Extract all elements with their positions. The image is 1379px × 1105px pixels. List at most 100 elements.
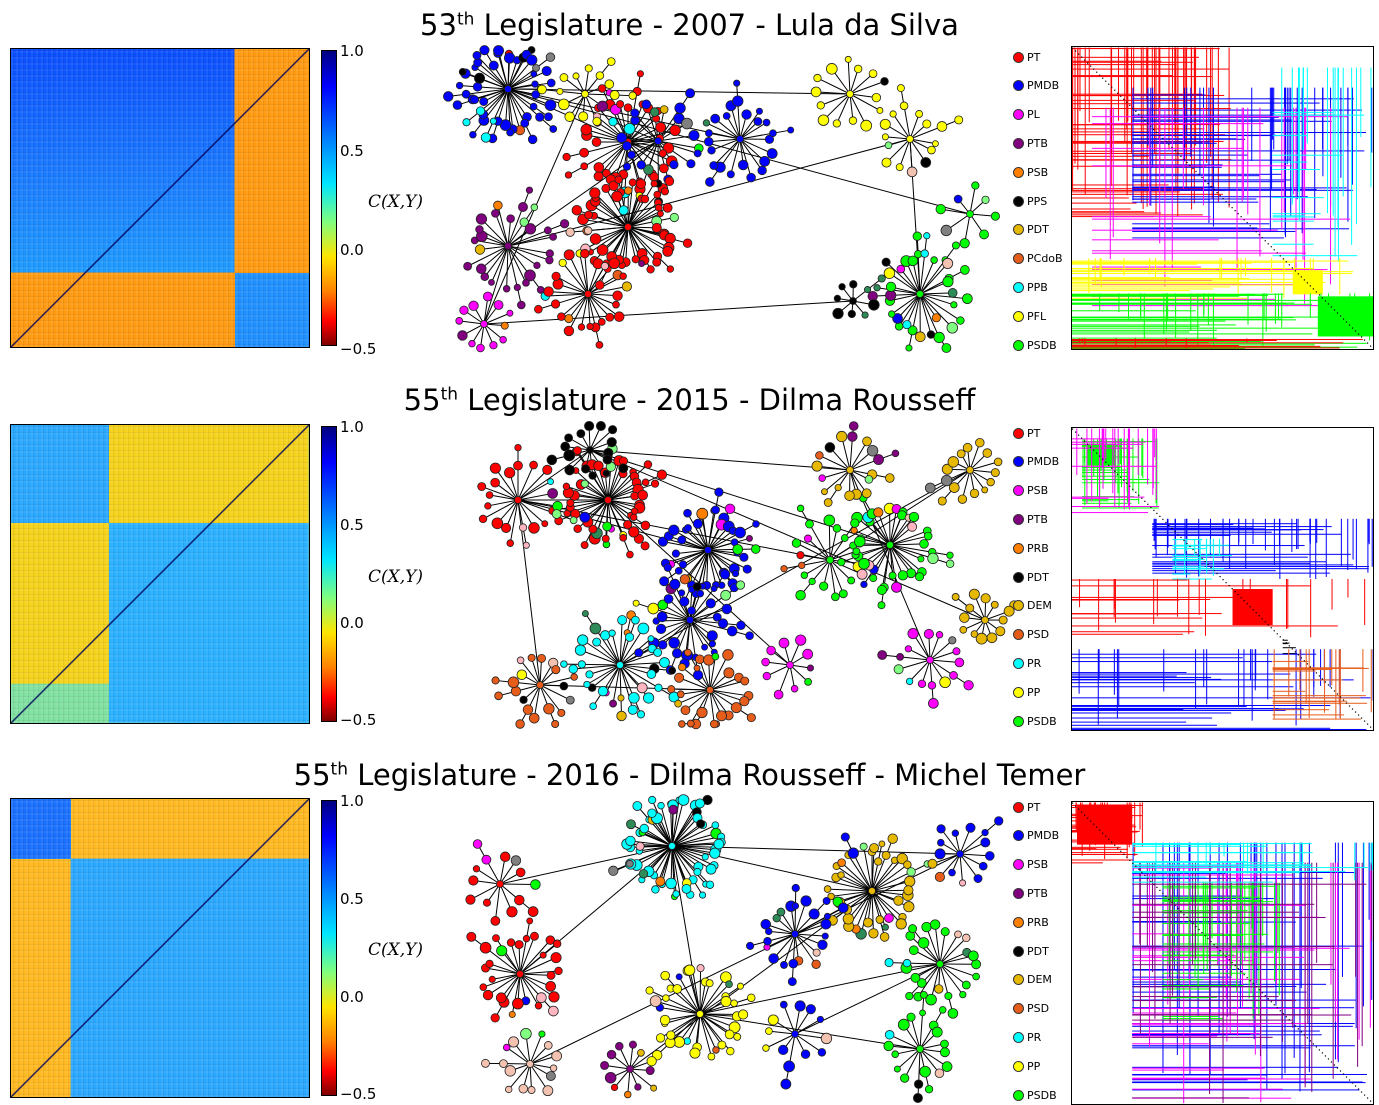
network-node xyxy=(709,641,715,647)
network-node xyxy=(934,985,943,994)
matrix-cell xyxy=(1223,519,1224,538)
matrix-cell xyxy=(1114,471,1115,472)
matrix-cell xyxy=(1164,108,1165,287)
matrix-cell xyxy=(1172,574,1190,575)
network-node xyxy=(960,265,969,274)
network-node xyxy=(577,430,585,438)
matrix-cell xyxy=(1273,669,1332,670)
matrix-cell xyxy=(1132,98,1354,99)
matrix-cell xyxy=(1288,649,1289,696)
network-node xyxy=(721,590,731,600)
network-node xyxy=(778,1045,787,1054)
network-node xyxy=(674,673,683,682)
matrix-cell xyxy=(1307,282,1308,283)
network-node xyxy=(489,976,495,982)
legend-item-psdb: PSDB xyxy=(1013,714,1057,728)
network-node xyxy=(464,262,472,270)
panel-1-title-sup: th xyxy=(457,9,474,29)
matrix-cell xyxy=(1072,203,1137,204)
network-node xyxy=(960,626,967,633)
panel-3-cb-tick-1: 1.0 xyxy=(340,793,364,809)
matrix-cell xyxy=(1273,698,1361,699)
network-node xyxy=(798,562,804,568)
network-node xyxy=(915,332,925,342)
matrix-cell xyxy=(1159,516,1160,517)
network-node xyxy=(505,86,512,93)
legend-label: PTB xyxy=(1027,137,1048,150)
matrix-cell xyxy=(1132,1024,1259,1025)
network-node xyxy=(624,123,635,134)
matrix-cell xyxy=(1273,703,1367,704)
network-node xyxy=(851,519,859,527)
matrix-cell xyxy=(1273,216,1314,217)
matrix-cell xyxy=(1325,681,1326,682)
network-node xyxy=(880,119,890,129)
network-node xyxy=(672,649,681,658)
matrix-cell xyxy=(1247,222,1248,223)
network-node xyxy=(731,1000,738,1007)
network-node xyxy=(736,581,744,589)
matrix-cell xyxy=(1298,519,1299,549)
network-node xyxy=(679,721,686,728)
network-edge xyxy=(960,854,963,883)
network-node xyxy=(585,291,592,298)
network-node xyxy=(612,191,623,202)
network-node xyxy=(804,535,811,542)
panel-2-cb-tick-2: 0.5 xyxy=(340,517,364,533)
matrix-cell xyxy=(1072,124,1220,125)
matrix-cell xyxy=(1352,708,1353,709)
network-node xyxy=(934,332,944,342)
network-node xyxy=(648,809,657,818)
network-node xyxy=(539,1031,545,1037)
network-node xyxy=(610,90,619,99)
matrix-cell xyxy=(1072,498,1108,499)
network-node xyxy=(665,177,674,186)
network-node xyxy=(850,281,857,288)
network-node xyxy=(607,438,616,447)
matrix-cell xyxy=(1184,88,1185,162)
matrix-cell xyxy=(1072,286,1230,287)
network-node xyxy=(838,872,845,879)
network-node xyxy=(951,302,957,308)
network-edge xyxy=(530,854,960,1064)
network-node xyxy=(768,1015,778,1025)
matrix-cell xyxy=(1132,843,1312,844)
matrix-cell xyxy=(1250,980,1251,981)
network-node xyxy=(710,162,718,170)
network-node xyxy=(586,671,593,678)
legend-label: PSD xyxy=(1027,1002,1049,1015)
matrix-cell xyxy=(1147,123,1148,124)
network-node xyxy=(818,940,827,949)
network-node xyxy=(756,108,762,114)
matrix-cell xyxy=(1132,852,1312,853)
matrix-cell xyxy=(1247,977,1248,978)
network-node xyxy=(516,720,525,729)
matrix-cell xyxy=(1223,198,1224,199)
network-node xyxy=(734,80,740,86)
matrix-cell xyxy=(1072,328,1334,329)
matrix-cell xyxy=(1192,923,1193,924)
network-node xyxy=(687,617,694,624)
matrix-cell xyxy=(1162,519,1163,520)
matrix-cell xyxy=(1111,842,1112,843)
matrix-cell xyxy=(1232,588,1233,589)
matrix-cell xyxy=(1156,132,1157,133)
network-node xyxy=(948,1008,958,1018)
network-node xyxy=(909,946,918,955)
matrix-cell xyxy=(1092,239,1219,240)
network-node xyxy=(920,1010,926,1016)
matrix-cell xyxy=(1072,506,1159,507)
matrix-cell xyxy=(1195,48,1196,146)
matrix-cell xyxy=(1075,432,1076,433)
matrix-cell xyxy=(1075,51,1076,52)
matrix-cell xyxy=(1132,905,1306,906)
network-node xyxy=(508,1037,518,1047)
network-node xyxy=(663,246,673,256)
matrix-cell xyxy=(1343,1073,1344,1074)
matrix-cell xyxy=(1289,264,1290,265)
network-node xyxy=(954,195,962,203)
matrix-cell xyxy=(1108,84,1109,85)
matrix-cell xyxy=(1152,561,1326,562)
network-node xyxy=(878,651,887,660)
matrix-cell xyxy=(1072,340,1222,341)
